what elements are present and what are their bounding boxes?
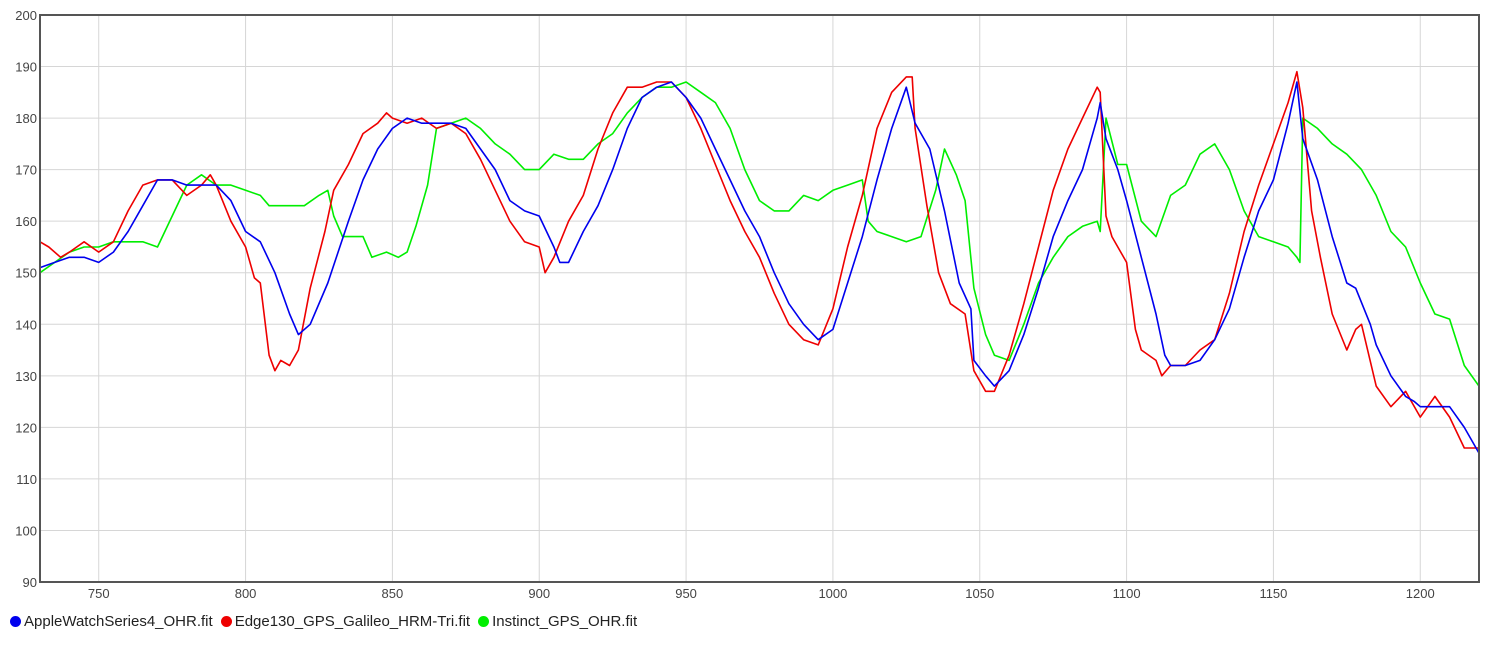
y-tick-label: 100: [15, 523, 37, 538]
legend-dot-series-0: [10, 615, 21, 627]
x-tick-label: 1200: [1406, 586, 1435, 601]
legend-item-series-1[interactable]: Edge130_GPS_Galileo_HRM-Tri.fit: [220, 612, 471, 630]
vertical-gridlines: [98, 15, 1421, 582]
legend: AppleWatchSeries4_OHR.fit Edge130_GPS_Ga…: [10, 611, 645, 631]
y-tick-label: 170: [15, 163, 37, 178]
legend-label-series-1: Edge130_GPS_Galileo_HRM-Tri.fit: [234, 612, 471, 630]
legend-label-series-2: Instinct_GPS_OHR.fit: [492, 612, 638, 630]
legend-dot-series-1: [220, 615, 232, 627]
legend-item-series-2[interactable]: Instinct_GPS_OHR.fit: [478, 613, 637, 630]
series-line-2: [39, 81, 1480, 387]
series-line-0: [39, 81, 1480, 454]
x-tick-label: 1100: [1113, 586, 1141, 601]
x-tick-label: 1000: [818, 586, 847, 601]
x-tick-label: 1150: [1259, 586, 1287, 601]
x-axis-tick-labels: 750 800 850 900 950 1000 1050 1100 1150 1200: [88, 586, 1435, 601]
plot-area-frame: [39, 14, 1480, 583]
series-lines: [39, 70, 1480, 454]
x-tick-label: 1050: [965, 586, 994, 601]
y-tick-label: 120: [15, 420, 37, 435]
y-tick-label: 90: [23, 575, 37, 590]
x-tick-label: 800: [235, 586, 257, 601]
x-tick-label: 900: [528, 586, 550, 601]
series-line-1: [39, 70, 1479, 449]
legend-dot-series-2: [478, 615, 490, 627]
x-tick-label: 850: [382, 586, 404, 601]
x-tick-label: 750: [88, 586, 110, 601]
y-tick-label: 200: [15, 8, 37, 23]
x-tick-label: 950: [675, 586, 697, 601]
y-tick-label: 160: [15, 214, 37, 229]
y-axis-tick-labels: 90 100 110 120 130 140 150 160 170 180 190 200: [15, 8, 37, 590]
legend-label-series-0: AppleWatchSeries4_OHR.fit: [24, 612, 213, 630]
legend-item-series-0[interactable]: AppleWatchSeries4_OHR.fit: [10, 613, 213, 630]
y-tick-label: 110: [16, 472, 37, 487]
y-tick-label: 180: [15, 111, 37, 126]
horizontal-gridlines: [40, 14, 1479, 583]
y-tick-label: 130: [15, 369, 37, 384]
y-tick-label: 150: [15, 266, 37, 281]
y-tick-label: 140: [15, 317, 37, 332]
y-tick-label: 190: [15, 60, 37, 75]
